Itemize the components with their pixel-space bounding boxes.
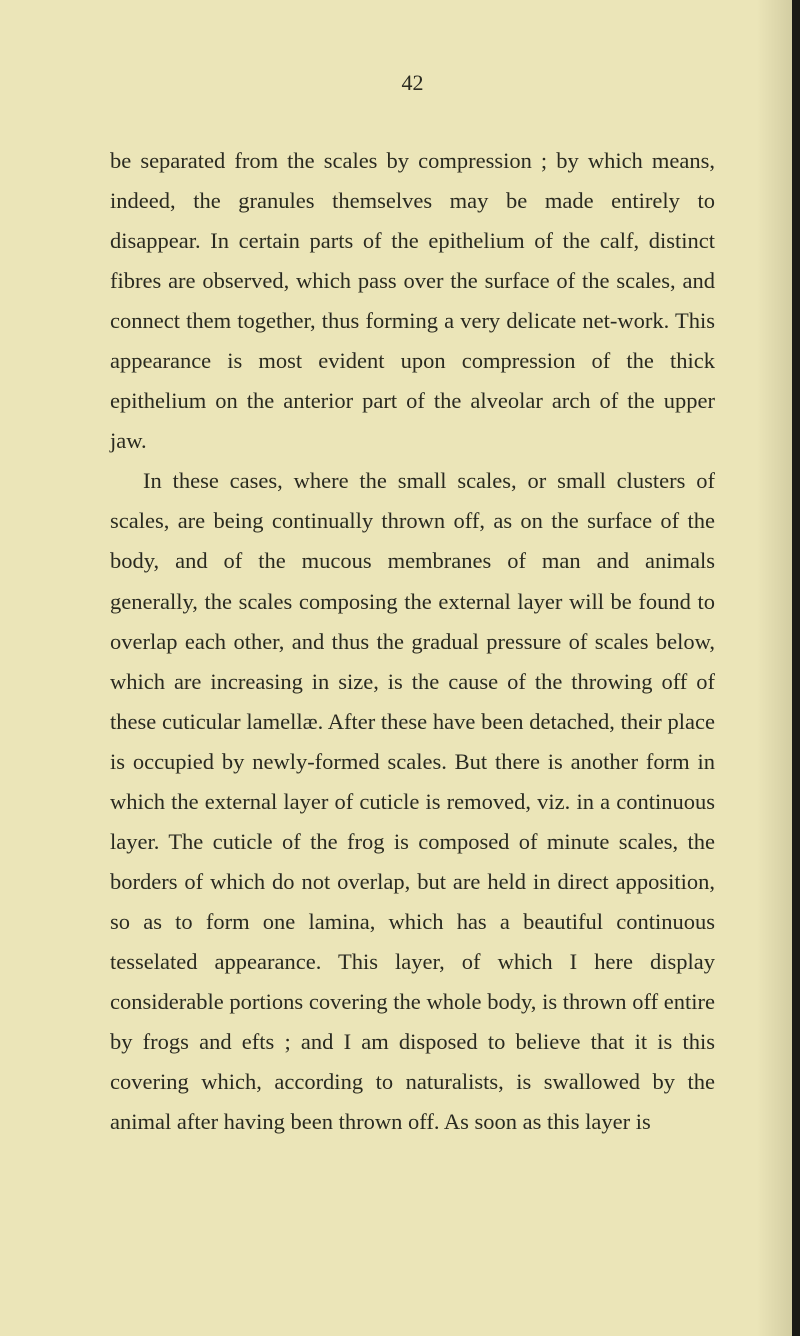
body-text-content: be separated from the scales by compress… (110, 141, 715, 1142)
paragraph-1: be separated from the scales by compress… (110, 141, 715, 461)
page-shadow (757, 0, 792, 1336)
page-number: 42 (110, 70, 715, 96)
document-page: 42 be separated from the scales by compr… (0, 0, 800, 1336)
paragraph-2: In these cases, where the small scales, … (110, 461, 715, 1142)
page-border (792, 0, 800, 1336)
